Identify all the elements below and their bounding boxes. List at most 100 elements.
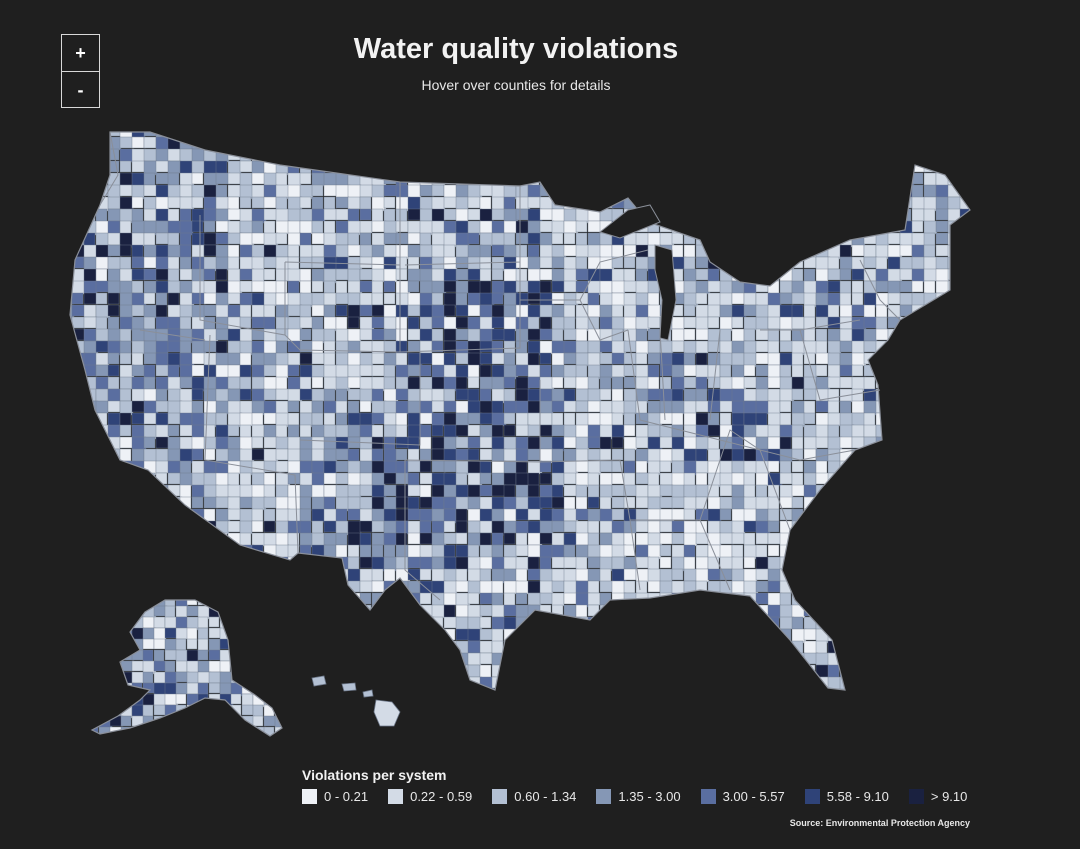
county-cell[interactable] [443,484,458,498]
county-cell[interactable] [323,436,338,450]
county-cell[interactable] [263,649,276,664]
county-cell[interactable] [131,595,144,606]
county-cell[interactable] [419,376,434,391]
county-cell[interactable] [60,352,75,366]
county-cell[interactable] [371,448,384,462]
county-cell[interactable] [359,460,373,474]
county-cell[interactable] [575,125,588,137]
county-cell[interactable] [851,304,866,317]
county-cell[interactable] [275,148,288,161]
county-cell[interactable] [95,496,111,512]
county-cell[interactable] [947,125,960,138]
county-cell[interactable] [815,436,829,449]
county-cell[interactable] [347,328,362,343]
county-cell[interactable] [407,460,422,473]
county-cell[interactable] [395,616,411,632]
county-cell[interactable] [323,544,337,558]
county-cell[interactable] [311,628,327,641]
county-cell[interactable] [695,676,711,690]
county-cell[interactable] [683,352,696,367]
county-cell[interactable] [120,715,132,727]
county-cell[interactable] [683,604,697,618]
county-cell[interactable] [347,196,361,210]
county-cell[interactable] [275,244,289,258]
county-cell[interactable] [227,376,241,390]
county-cell[interactable] [935,340,948,354]
county-cell[interactable] [299,376,312,391]
county-cell[interactable] [599,244,613,259]
county-cell[interactable] [95,544,108,557]
county-cell[interactable] [179,400,194,415]
county-cell[interactable] [972,269,984,280]
county-cell[interactable] [155,448,169,463]
county-cell[interactable] [275,568,289,584]
county-cell[interactable] [779,148,793,163]
county-cell[interactable] [911,125,924,137]
county-cell[interactable] [875,652,890,665]
county-cell[interactable] [83,172,99,185]
county-cell[interactable] [71,532,85,547]
county-cell[interactable] [164,616,178,629]
county-cell[interactable] [959,184,971,198]
county-cell[interactable] [131,660,145,672]
county-cell[interactable] [323,280,336,294]
county-cell[interactable] [95,580,109,595]
county-cell[interactable] [587,616,600,632]
county-cell[interactable] [695,208,708,224]
county-cell[interactable] [959,244,972,258]
county-cell[interactable] [479,580,493,595]
county-cell[interactable] [743,125,756,139]
county-cell[interactable] [779,172,795,185]
county-cell[interactable] [947,688,962,703]
county-cell[interactable] [191,388,204,401]
county-cell[interactable] [131,556,144,570]
county-cell[interactable] [935,556,948,572]
county-cell[interactable] [131,472,145,487]
county-cell[interactable] [107,604,122,620]
county-cell[interactable] [131,704,144,717]
county-cell[interactable] [623,628,636,642]
county-cell[interactable] [491,316,505,329]
county-cell[interactable] [251,424,265,438]
county-cell[interactable] [252,715,264,727]
county-cell[interactable] [491,160,506,173]
county-cell[interactable] [875,688,891,700]
county-cell[interactable] [563,388,576,403]
county-cell[interactable] [263,604,279,619]
county-cell[interactable] [274,616,285,631]
county-cell[interactable] [371,604,386,620]
county-cell[interactable] [899,376,914,392]
county-cell[interactable] [863,136,877,152]
county-cell[interactable] [515,184,529,199]
county-cell[interactable] [851,472,867,488]
county-cell[interactable] [60,160,72,176]
county-cell[interactable] [875,460,888,475]
county-cell[interactable] [359,580,374,593]
county-cell[interactable] [695,340,709,354]
county-cell[interactable] [827,460,841,474]
county-cell[interactable] [83,184,99,198]
county-cell[interactable] [88,638,99,653]
county-cell[interactable] [383,496,397,511]
county-cell[interactable] [407,616,421,629]
county-cell[interactable] [719,592,732,606]
county-cell[interactable] [851,592,867,606]
county-cell[interactable] [109,595,123,607]
county-cell[interactable] [407,640,423,653]
county-cell[interactable] [611,352,626,365]
county-cell[interactable] [707,136,720,149]
county-cell[interactable] [707,556,720,571]
county-cell[interactable] [623,676,636,690]
county-cell[interactable] [323,628,338,642]
county-cell[interactable] [827,160,843,176]
county-cell[interactable] [83,628,97,641]
county-cell[interactable] [779,196,795,212]
county-cell[interactable] [851,244,865,257]
county-cell[interactable] [239,520,253,535]
county-cell[interactable] [695,616,710,632]
county-cell[interactable] [263,605,278,619]
county-cell[interactable] [563,148,576,161]
county-cell[interactable] [443,388,456,403]
county-cell[interactable] [215,568,231,584]
county-cell[interactable] [263,256,278,269]
